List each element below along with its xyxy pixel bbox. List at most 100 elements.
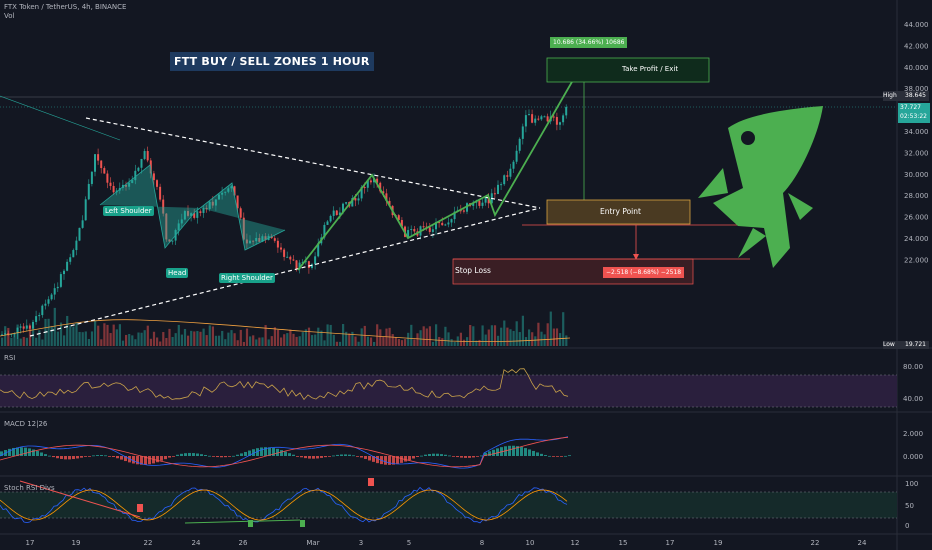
time-tick: 19 [72, 539, 81, 547]
macd-bar [484, 452, 487, 456]
sl-measure-label[interactable]: −2.518 (−8.68%) −2518 [603, 267, 685, 278]
volume-bar [342, 324, 345, 346]
candle-body [562, 115, 565, 123]
volume-bar [382, 336, 385, 346]
rocket-icon [698, 106, 823, 268]
volume-bar [7, 327, 10, 346]
volume-bar [112, 324, 115, 346]
candle-body [69, 257, 72, 262]
candle-body [255, 237, 258, 242]
upper-trendline[interactable] [85, 117, 541, 209]
volume-bar [196, 331, 199, 346]
stoch-label[interactable]: Stoch RSI Divs [4, 484, 55, 492]
candle-body [509, 168, 512, 177]
entry-point-label[interactable]: Entry Point [600, 207, 641, 216]
volume-bar [528, 329, 531, 346]
stoch-d-line[interactable] [0, 489, 568, 521]
volume-bar [332, 334, 335, 346]
candle-body [329, 215, 332, 222]
lower-trendline[interactable] [29, 207, 541, 337]
time-tick: Mar [306, 539, 319, 547]
volume-bar [224, 339, 227, 346]
volume-bar [521, 315, 524, 346]
entry-zone[interactable] [546, 199, 691, 225]
macd-bar [48, 455, 51, 457]
right-shoulder-label[interactable]: Right Shoulder [219, 273, 275, 283]
candle-body [388, 200, 391, 206]
symbol-title[interactable]: FTX Token / TetherUS, 4h, BINANCE [4, 3, 127, 11]
volume-bar [345, 331, 348, 346]
macd-bar [480, 455, 483, 457]
stop-loss-label[interactable]: Stop Loss [455, 266, 491, 275]
take-profit-label[interactable]: Take Profit / Exit [622, 65, 679, 73]
time-tick: 3 [359, 539, 363, 547]
macd-bar [376, 456, 379, 464]
volume-bar [59, 322, 63, 346]
macd-bar [260, 447, 263, 456]
macd-bar [188, 452, 191, 456]
macd-bar [240, 453, 243, 456]
candle-body [543, 116, 546, 118]
macd-bar [388, 456, 391, 465]
volume-bar [118, 324, 121, 346]
macd-bar [360, 456, 363, 458]
macd-bar [476, 456, 479, 457]
projection-path[interactable] [297, 67, 581, 271]
macd-label[interactable]: MACD 12|26 [4, 420, 48, 428]
volume-bar [25, 337, 28, 346]
chart-title-box[interactable]: FTT BUY / SELL ZONES 1 HOUR [170, 52, 374, 71]
volume-bar [13, 333, 16, 346]
head-shoulders-pattern[interactable] [100, 165, 285, 250]
macd-bar [544, 455, 547, 456]
macd-bar [144, 456, 147, 465]
candle-body [428, 227, 431, 232]
volume-bar [490, 325, 493, 346]
rsi-line[interactable] [0, 368, 569, 401]
candle-body [143, 151, 146, 159]
macd-signal-line[interactable] [0, 436, 569, 468]
macd-bar [76, 456, 79, 459]
volume-bar [295, 336, 298, 346]
left-shoulder-label[interactable]: Left Shoulder [103, 206, 154, 216]
volume-bar [289, 329, 292, 346]
candle-body [354, 198, 357, 201]
volume-bar [230, 330, 233, 346]
macd-bar [0, 451, 3, 456]
rsi-label[interactable]: RSI [4, 354, 16, 362]
candle-body [397, 215, 400, 221]
take-profit-zone[interactable] [546, 57, 710, 83]
tp-measure-label[interactable]: 10.686 (34.66%) 10686 [550, 37, 628, 48]
candle-body [431, 229, 434, 232]
macd-bar [564, 455, 567, 457]
macd-bar [300, 456, 303, 458]
price-tick: 40.000 [904, 64, 929, 72]
volume-bar [202, 328, 205, 346]
volume-label[interactable]: Vol [4, 12, 15, 20]
volume-bar [425, 328, 428, 346]
volume-bar [221, 330, 224, 346]
candle-body [32, 321, 34, 329]
volume-bar [431, 341, 435, 346]
stoch-k-line[interactable] [0, 486, 568, 524]
volume-bar [267, 339, 270, 346]
candle-body [555, 117, 558, 125]
candle-body [199, 211, 202, 213]
volume-bar [562, 312, 565, 346]
candle-body [106, 173, 109, 183]
time-tick: 24 [192, 539, 201, 547]
volume-bar [97, 325, 100, 346]
volume-bar [509, 329, 512, 346]
macd-bar [116, 456, 119, 459]
macd-bar [312, 456, 315, 459]
head-label[interactable]: Head [166, 268, 189, 278]
stoch-tick-0: 0 [905, 522, 910, 530]
macd-bar [84, 456, 87, 457]
macd-bar [172, 456, 175, 457]
macd-bar [520, 446, 523, 456]
volume-bar [462, 339, 466, 346]
price-tick: 34.000 [904, 128, 929, 136]
macd-line[interactable] [0, 436, 569, 469]
stoch-tick-50: 50 [905, 502, 914, 510]
macd-bar [8, 448, 11, 456]
